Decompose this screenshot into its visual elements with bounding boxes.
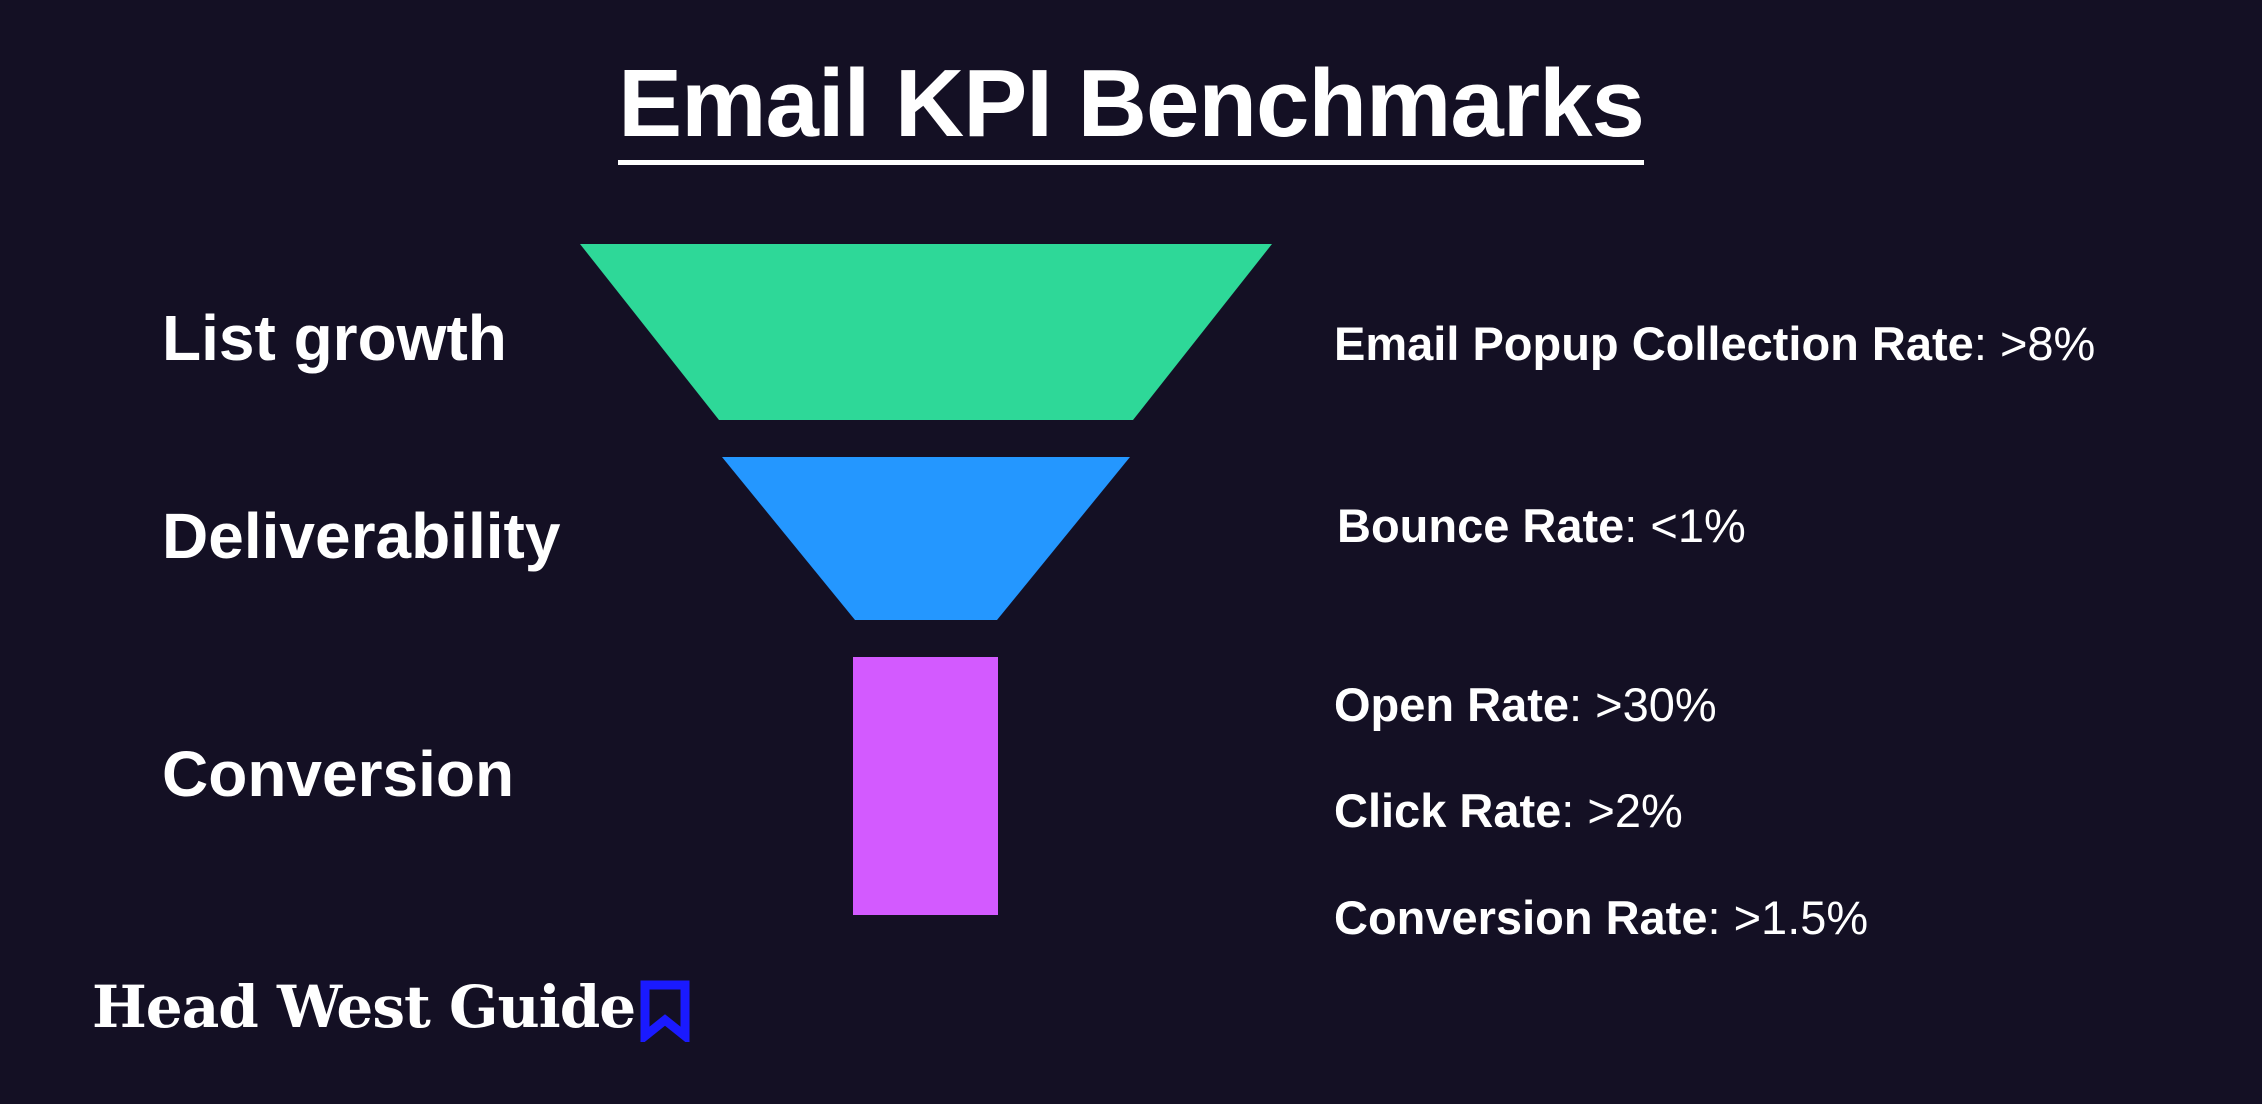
- stage-label-conversion: Conversion: [162, 738, 515, 810]
- page-title: Email KPI Benchmarks: [0, 52, 2262, 165]
- metric-name: Click Rate: [1334, 784, 1562, 837]
- metric-value: >1.5%: [1733, 891, 1869, 944]
- stage-label-list-growth: List growth: [162, 302, 507, 374]
- metric-click-rate: Click Rate: >2%: [1334, 784, 1683, 837]
- metric-value: <1%: [1650, 499, 1746, 552]
- metric-name: Email Popup Collection Rate: [1334, 317, 1974, 370]
- metric-name: Conversion Rate: [1334, 891, 1708, 944]
- brand-logo: Head West Guide: [92, 973, 636, 1041]
- bookmark-icon: [640, 980, 690, 1042]
- metric-value: >2%: [1587, 784, 1683, 837]
- metric-name: Bounce Rate: [1337, 499, 1625, 552]
- funnel-stage-conversion: [853, 657, 998, 915]
- metric-bounce-rate: Bounce Rate: <1%: [1337, 499, 1746, 552]
- metric-value: >30%: [1595, 678, 1717, 731]
- metric-name: Open Rate: [1334, 678, 1570, 731]
- funnel-stage-list-growth: [580, 244, 1272, 420]
- stage-label-deliverability: Deliverability: [162, 500, 561, 572]
- metric-popup-collection-rate: Email Popup Collection Rate: >8%: [1334, 317, 2096, 370]
- funnel-stage-deliverability: [722, 457, 1130, 620]
- metric-conversion-rate: Conversion Rate: >1.5%: [1334, 891, 1869, 944]
- title-text: Email KPI Benchmarks: [618, 52, 1645, 165]
- metric-open-rate: Open Rate: >30%: [1334, 678, 1717, 731]
- metric-value: >8%: [1999, 317, 2096, 370]
